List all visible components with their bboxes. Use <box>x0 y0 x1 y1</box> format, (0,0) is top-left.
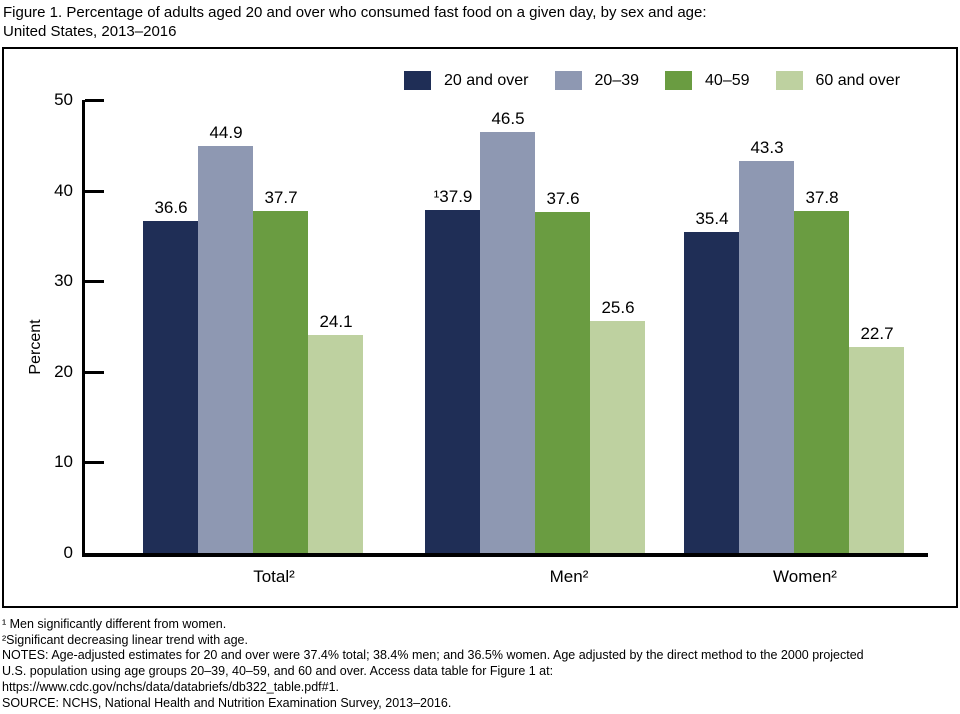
bar-40–59-2 <box>794 211 849 553</box>
y-tick-label: 20 <box>54 361 73 381</box>
legend-swatch-icon <box>775 71 803 90</box>
bar-60-and-over-1 <box>590 321 645 553</box>
bar-20-and-over-0 <box>143 221 198 553</box>
bar-60-and-over-2 <box>849 347 904 553</box>
bar-value-label: 36.6 <box>154 198 188 217</box>
footnote-2: ²Significant decreasing linear trend wit… <box>2 632 248 647</box>
bar-value-label: 37.6 <box>546 189 580 208</box>
bar-value-label: 37.8 <box>805 188 839 207</box>
footnote-1: ¹ Men significantly different from women… <box>2 617 227 631</box>
legend-swatch-icon <box>554 71 582 90</box>
bar-20–39-1 <box>480 132 535 553</box>
y-axis-tick <box>85 189 104 193</box>
chart-legend: 20 and over 20–39 40–59 60 and over <box>404 71 900 90</box>
legend-label: 20 and over <box>444 71 529 89</box>
y-tick-label: 10 <box>54 452 73 472</box>
bar-value-label: 24.1 <box>319 312 353 331</box>
bar-value-label: 44.9 <box>209 123 243 142</box>
bar-20-and-over-2 <box>684 232 739 553</box>
bar-20–39-0 <box>198 146 253 553</box>
notes-url: https://www.cdc.gov/nchs/data/databriefs… <box>2 679 340 694</box>
bar-value-label: 37.7 <box>264 188 298 207</box>
bar-value-label: 35.4 <box>695 209 729 228</box>
legend-swatch-icon <box>404 71 431 90</box>
bar-value-label: 22.7 <box>860 324 894 343</box>
notes-line-1: NOTES: Age-adjusted estimates for 20 and… <box>2 648 864 663</box>
y-axis-tick <box>85 99 104 102</box>
y-axis-tick <box>85 370 104 374</box>
bar-60-and-over-0 <box>308 335 363 553</box>
figure-title: Figure 1. Percentage of adults aged 20 a… <box>3 3 707 41</box>
legend-label: 40–59 <box>705 71 750 89</box>
legend-label: 60 and over <box>815 71 901 89</box>
y-axis-title: Percent <box>27 319 44 375</box>
chart-frame: 20 and over 20–39 40–59 60 and over Percent… <box>2 47 958 608</box>
notes-line-2: U.S. population using age groups 20–39, … <box>2 664 554 679</box>
x-category-label: Total² <box>253 567 295 586</box>
legend-item-20-and-over: 20 and over <box>404 71 529 90</box>
footnotes: ¹ Men significantly different from women… <box>2 617 864 711</box>
y-axis-line <box>82 100 85 557</box>
legend-item-60-and-over: 60 and over <box>775 71 901 90</box>
bar-40–59-1 <box>535 212 590 553</box>
bar-value-label: ¹37.9 <box>433 187 473 206</box>
y-axis-tick <box>85 461 104 465</box>
y-tick-label: 50 <box>54 90 73 109</box>
x-axis-line <box>82 553 928 557</box>
figure-title-line1: Figure 1. Percentage of adults aged 20 a… <box>3 4 707 21</box>
source-line: SOURCE: NCHS, National Health and Nutrit… <box>2 695 452 710</box>
x-category-label: Women² <box>773 567 837 586</box>
legend-label: 20–39 <box>594 71 640 89</box>
bar-20–39-2 <box>739 161 794 553</box>
x-category-label: Men² <box>549 567 589 586</box>
bar-40–59-0 <box>253 211 308 553</box>
y-tick-label: 40 <box>54 180 73 200</box>
figure-title-line2: United States, 2013–2016 <box>3 23 177 40</box>
bar-value-label: 46.5 <box>491 109 525 128</box>
y-tick-label: 0 <box>63 543 73 562</box>
y-tick-label: 30 <box>54 271 73 291</box>
legend-item-40–59: 40–59 <box>665 71 750 90</box>
legend-item-20–39: 20–39 <box>554 71 640 90</box>
bar-value-label: 25.6 <box>601 298 635 317</box>
y-axis-tick <box>85 280 104 284</box>
bar-20-and-over-1 <box>425 210 480 553</box>
bar-value-label: 43.3 <box>750 138 784 157</box>
legend-swatch-icon <box>665 71 693 90</box>
